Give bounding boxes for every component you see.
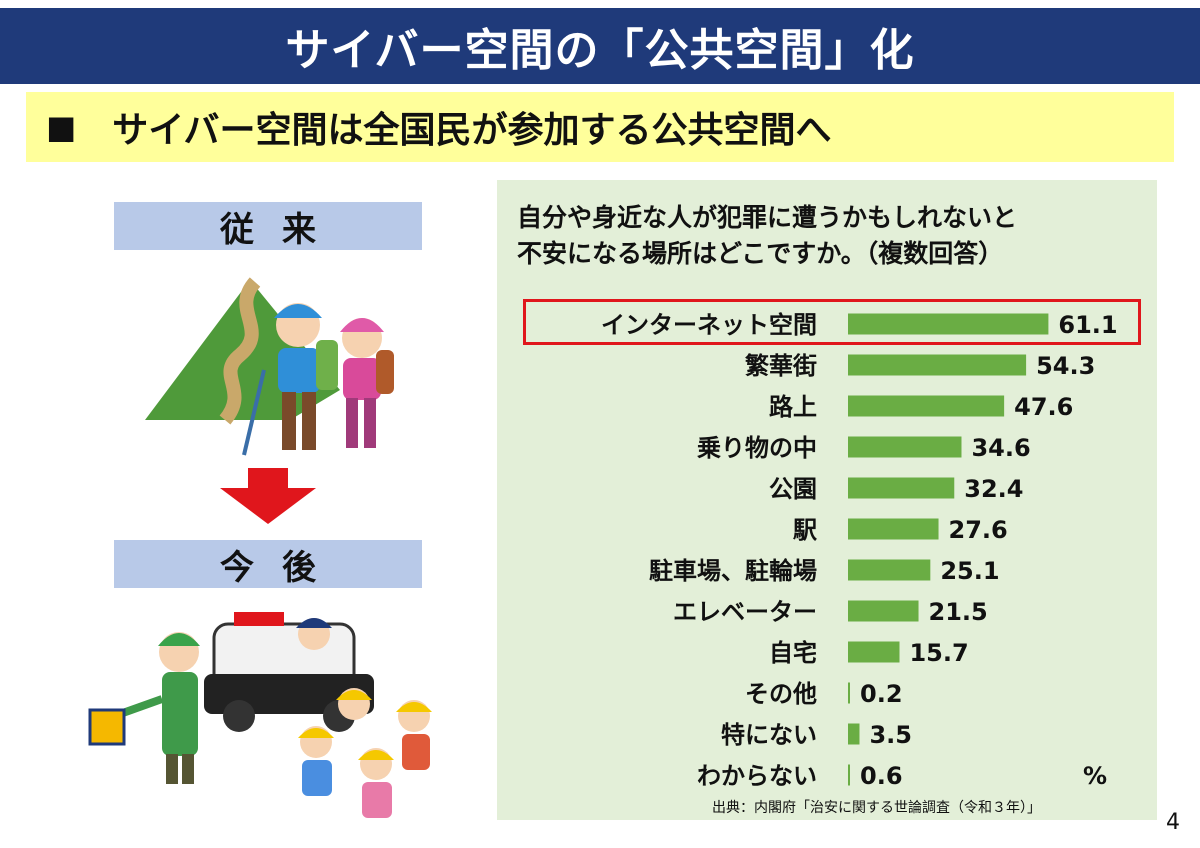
bar	[848, 354, 1027, 376]
category-label: 路上	[769, 393, 817, 421]
subtitle-bar: ■ サイバー空間は全国民が参加する公共空間へ	[26, 92, 1174, 162]
category-label: 駅	[793, 516, 817, 544]
after-label: 今後	[114, 540, 422, 588]
value-label: 3.5	[869, 721, 912, 749]
bar	[848, 682, 850, 704]
value-label: 47.6	[1014, 393, 1073, 421]
bar	[848, 518, 939, 540]
value-label: 27.6	[949, 516, 1008, 544]
internet-highlight-box	[523, 299, 1141, 345]
category-label: 繁華街	[745, 352, 817, 380]
down-arrow-icon	[220, 468, 316, 524]
bar	[848, 436, 962, 458]
category-label: 乗り物の中	[697, 434, 817, 462]
bar	[848, 477, 955, 499]
bar	[848, 600, 919, 622]
chart-question-line2: 不安になる場所はどこですか。（複数回答）	[517, 239, 1004, 268]
value-label: 25.1	[940, 557, 999, 585]
value-label: 34.6	[971, 434, 1030, 462]
bullet-square-icon: ■	[46, 108, 77, 146]
value-label: 0.2	[860, 680, 903, 708]
hiking-couple-illustration	[145, 277, 394, 456]
category-label: エレベーター	[673, 598, 817, 626]
community-safety-illustration	[88, 612, 432, 818]
chart-question: 自分や身近な人が犯罪に遭うかもしれないと 不安になる場所はどこですか。（複数回答…	[517, 200, 1147, 272]
bar-chart: インターネット空間 61.1 繁華街 54.3 路上 47.6 乗り物の中 34.6 公園 32.…	[601, 311, 1118, 790]
value-label: 21.5	[929, 598, 988, 626]
survey-chart-panel: 自分や身近な人が犯罪に遭うかもしれないと 不安になる場所はどこですか。（複数回答…	[497, 180, 1157, 820]
category-label: 公園	[769, 475, 817, 503]
bar	[848, 395, 1005, 417]
unit-label: %	[1083, 762, 1107, 790]
page-number: 4	[1166, 810, 1180, 835]
bar	[848, 313, 1049, 335]
value-label: 15.7	[909, 639, 968, 667]
bar	[848, 559, 931, 581]
bar	[848, 723, 860, 745]
category-label: 自宅	[769, 639, 817, 667]
category-label: わからない	[697, 762, 817, 790]
value-label: 0.6	[860, 762, 903, 790]
chart-question-line1: 自分や身近な人が犯罪に遭うかもしれないと	[517, 203, 1018, 232]
value-label: 61.1	[1058, 311, 1117, 339]
category-label: 特にない	[721, 721, 817, 749]
category-label: インターネット空間	[601, 311, 817, 339]
source-note: 出典：内閣府「治安に関する世論調査（令和３年）」	[712, 800, 1041, 816]
bar	[848, 764, 850, 786]
category-label: その他	[745, 680, 817, 708]
bar	[848, 641, 900, 663]
subtitle-text: サイバー空間は全国民が参加する公共空間へ	[112, 110, 832, 151]
value-label: 54.3	[1036, 352, 1095, 380]
slide-title: サイバー空間の「公共空間」化	[0, 8, 1200, 84]
before-label: 従来	[114, 202, 422, 250]
category-label: 駐車場、駐輪場	[649, 557, 817, 585]
value-label: 32.4	[964, 475, 1023, 503]
